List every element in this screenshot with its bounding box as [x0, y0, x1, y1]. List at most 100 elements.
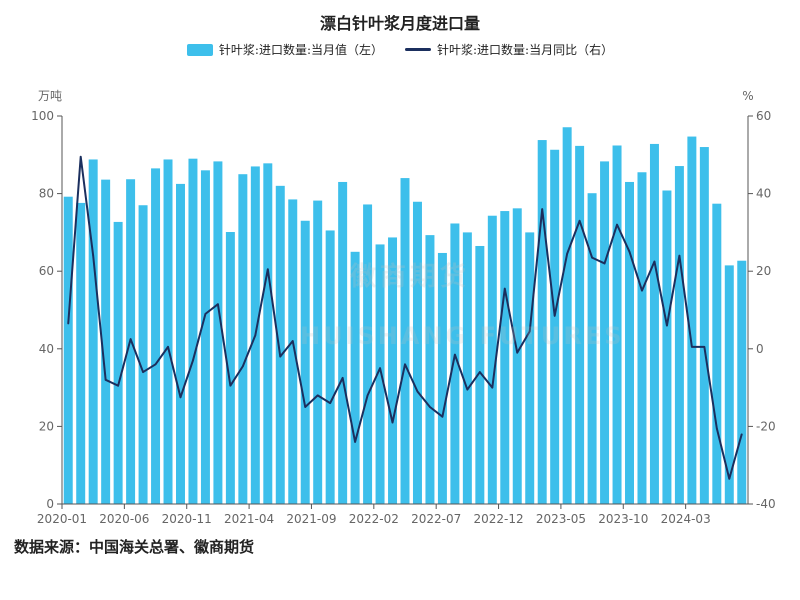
bar-2020-08: [151, 168, 161, 504]
line-point-2023-12: [653, 260, 656, 263]
line-point-2023-05: [566, 252, 568, 255]
left-axis-unit: 万吨: [38, 89, 62, 103]
bar-2021-01: [213, 161, 223, 504]
x-tick-label: 2022-12: [473, 512, 523, 526]
bar-2021-10: [325, 230, 335, 504]
line-point-2022-05: [416, 390, 419, 393]
source-note: 数据来源：中国海关总署、徽商期货: [14, 538, 255, 556]
bar-2024-04: [699, 147, 709, 505]
line-point-2021-10: [329, 402, 331, 404]
line-point-2021-03: [242, 365, 244, 368]
bar-2021-08: [300, 220, 310, 504]
x-tick-label: 2023-05: [536, 512, 586, 526]
right-tick-label: 20: [756, 264, 771, 278]
bar-2022-10: [475, 245, 485, 505]
line-point-2023-10: [628, 251, 631, 253]
bar-2021-06: [275, 185, 285, 504]
bar-2020-03: [88, 159, 98, 504]
bar-2023-08: [600, 161, 610, 504]
line-point-2022-02: [379, 367, 381, 370]
bar-2024-05: [712, 203, 722, 504]
right-tick-label: -40: [756, 497, 776, 511]
bar-2023-12: [649, 143, 659, 504]
bar-2020-07: [138, 205, 148, 505]
line-point-2022-10: [479, 371, 481, 373]
x-tick-label: 2020-11: [162, 512, 212, 526]
bar-2023-03: [537, 140, 547, 504]
line-point-2024-02: [678, 254, 681, 257]
line-point-2023-08: [603, 262, 606, 265]
line-point-2021-07: [291, 340, 294, 342]
bar-2020-02: [76, 202, 86, 504]
line-point-2023-06: [578, 219, 581, 222]
bar-2020-11: [188, 158, 198, 504]
line-point-2020-08: [154, 363, 157, 366]
bar-2024-06: [724, 265, 734, 504]
left-tick-label: 20: [39, 419, 54, 433]
line-point-2024-06: [728, 477, 731, 480]
line-point-2021-09: [316, 394, 319, 397]
bar-2023-07: [587, 193, 597, 504]
left-tick-label: 100: [31, 109, 54, 123]
bar-2020-01: [63, 196, 73, 504]
line-point-2023-01: [516, 351, 519, 354]
right-tick-label: 60: [756, 109, 771, 123]
x-tick-label: 2020-06: [99, 512, 149, 526]
legend-item-bars[interactable]: 针叶浆:进口数量:当月值（左）: [186, 41, 383, 58]
bar-2022-11: [487, 215, 497, 504]
bar-2022-02: [375, 244, 385, 504]
line-point-2023-03: [541, 208, 543, 210]
legend-label-line: 针叶浆:进口数量:当月同比（右）: [437, 43, 614, 57]
legend: 针叶浆:进口数量:当月值（左） 针叶浆:进口数量:当月同比（右）: [0, 41, 800, 58]
bar-2023-11: [637, 172, 647, 504]
line-point-2024-01: [666, 324, 668, 327]
line-point-2023-02: [528, 330, 531, 333]
bar-2021-05: [263, 163, 273, 504]
bar-2021-03: [238, 174, 248, 504]
bar-2023-05: [562, 127, 572, 504]
bar-2020-09: [163, 159, 173, 504]
line-point-2023-11: [641, 289, 643, 292]
bar-2022-06: [425, 235, 435, 504]
bar-2023-01: [512, 208, 522, 504]
bar-2021-07: [288, 199, 298, 505]
bar-2021-02: [225, 232, 235, 504]
line-series-group: [67, 155, 743, 480]
line-point-2020-06: [129, 338, 132, 340]
line-point-2020-09: [167, 346, 169, 348]
bar-2022-04: [400, 178, 410, 504]
line-point-2024-05: [716, 427, 718, 430]
line-point-2022-12: [503, 287, 506, 290]
line-point-2023-04: [553, 315, 556, 317]
line-point-2024-07: [740, 433, 743, 435]
line-point-2020-10: [179, 396, 182, 399]
line-point-2022-06: [429, 406, 431, 408]
line-point-2021-08: [304, 406, 307, 408]
line-point-2022-01: [366, 394, 369, 397]
legend-swatch-bars: [186, 43, 213, 56]
line-point-2020-11: [192, 359, 194, 362]
right-axis-unit: %: [742, 89, 753, 103]
line-point-2022-11: [491, 386, 494, 389]
line-point-2020-07: [142, 371, 144, 373]
right-tick-label: 40: [756, 187, 771, 201]
line-point-2021-06: [279, 355, 282, 358]
line-point-2024-03: [691, 346, 693, 348]
bar-2023-04: [550, 149, 560, 504]
line-point-2024-04: [703, 346, 706, 348]
bar-2020-05: [113, 221, 123, 505]
line-point-2023-09: [616, 223, 618, 226]
bar-2020-04: [101, 179, 111, 504]
bar-2020-10: [176, 183, 185, 504]
line-point-2022-03: [391, 421, 394, 424]
legend-item-line[interactable]: 针叶浆:进口数量:当月同比（右）: [405, 41, 613, 58]
bar-2022-12: [500, 211, 510, 504]
bar-2024-07: [737, 260, 747, 504]
line-point-2021-11: [341, 377, 344, 379]
left-tick-label: 60: [39, 264, 54, 278]
bar-2021-11: [338, 181, 348, 504]
bar-2021-12: [350, 251, 360, 504]
bar-2020-12: [200, 170, 210, 504]
line-point-2022-08: [454, 353, 456, 356]
